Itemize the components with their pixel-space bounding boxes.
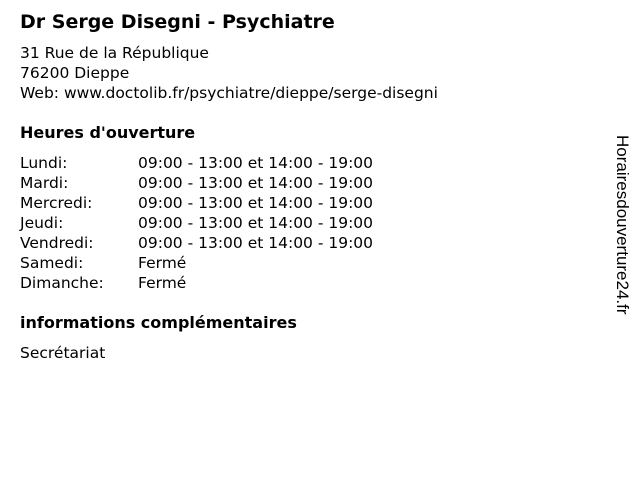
day-hours: 09:00 - 13:00 et 14:00 - 19:00 [138, 194, 374, 212]
info-text: Secrétariat [20, 344, 106, 362]
hours-row: Lundi: 09:00 - 13:00 et 14:00 - 19:00 [20, 153, 373, 173]
day-hours: Fermé [138, 254, 187, 272]
day-label: Mardi: [20, 174, 69, 192]
day-hours: Fermé [138, 274, 187, 292]
day-hours: 09:00 - 13:00 et 14:00 - 19:00 [138, 174, 374, 192]
day-hours: 09:00 - 13:00 et 14:00 - 19:00 [138, 234, 374, 252]
day-label: Dimanche: [20, 274, 104, 292]
hours-row: Vendredi: 09:00 - 13:00 et 14:00 - 19:00 [20, 233, 373, 253]
hours-row: Mardi: 09:00 - 13:00 et 14:00 - 19:00 [20, 173, 373, 193]
day-hours: 09:00 - 13:00 et 14:00 - 19:00 [138, 154, 374, 172]
hours-row: Jeudi: 09:00 - 13:00 et 14:00 - 19:00 [20, 213, 373, 233]
address-city: 76200 Dieppe [20, 64, 130, 82]
hours-heading: Heures d'ouverture [20, 123, 196, 142]
day-label: Vendredi: [20, 234, 94, 252]
address-street: 31 Rue de la République [20, 44, 209, 62]
page-title: Dr Serge Disegni - Psychiatre [20, 11, 335, 33]
info-heading: informations complémentaires [20, 313, 297, 332]
day-label: Jeudi: [20, 214, 64, 232]
site-watermark: Horairesdouverture24.fr [613, 135, 632, 315]
day-label: Mercredi: [20, 194, 93, 212]
day-hours: 09:00 - 13:00 et 14:00 - 19:00 [138, 214, 374, 232]
day-label: Lundi: [20, 154, 68, 172]
day-label: Samedi: [20, 254, 84, 272]
website: Web: www.doctolib.fr/psychiatre/dieppe/s… [20, 84, 438, 102]
hours-row: Mercredi: 09:00 - 13:00 et 14:00 - 19:00 [20, 193, 373, 213]
hours-row: Dimanche: Fermé [20, 273, 186, 293]
hours-row: Samedi: Fermé [20, 253, 186, 273]
